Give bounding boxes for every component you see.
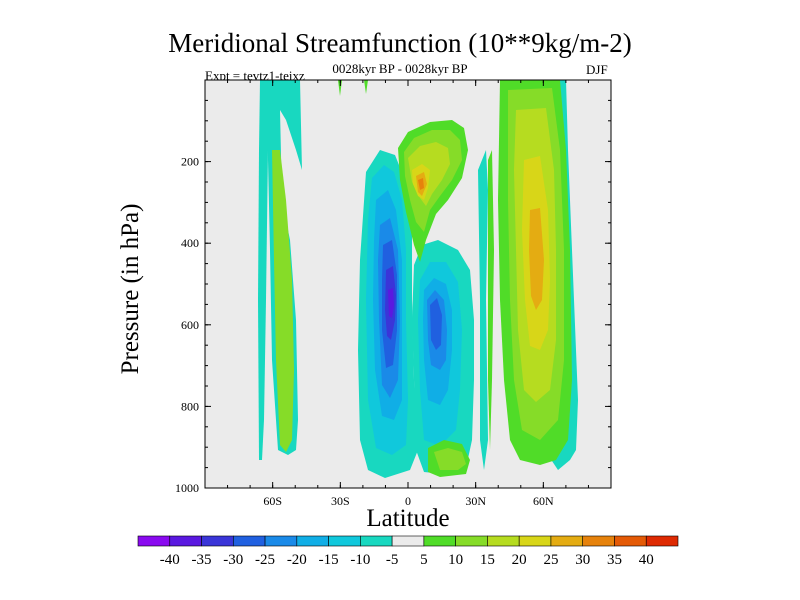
contour-streak-top — [338, 80, 342, 96]
x-tick-label: 60S — [263, 494, 282, 508]
contour-streak-top-2 — [364, 80, 368, 94]
y-tick-label: 200 — [181, 155, 199, 169]
chart-title: Meridional Streamfunction (10**9kg/m-2) — [168, 28, 632, 58]
colorbar-swatch — [201, 535, 234, 547]
y-tick-label: 400 — [181, 236, 199, 250]
colorbar-swatch — [645, 535, 679, 547]
colorbar-label: -35 — [192, 552, 212, 568]
colorbar-swatch — [391, 535, 425, 547]
y-axis-ticks: 200 400 600 800 1000 — [175, 99, 611, 495]
colorbar-label: 15 — [480, 552, 495, 568]
colorbar: -40 -35 -30 -25 -20 -15 -10 -5 5 10 15 20 25 30 35 40 — [137, 535, 679, 568]
y-tick-label: 800 — [181, 399, 199, 413]
colorbar-label: 30 — [575, 552, 590, 568]
colorbar-swatch — [232, 535, 266, 547]
colorbar-label: -25 — [255, 552, 275, 568]
colorbar-swatch — [614, 535, 647, 547]
y-axis-title: Pressure (in hPa) — [117, 204, 144, 375]
contour-streak-east — [488, 150, 494, 450]
colorbar-label: 20 — [512, 552, 527, 568]
contour-southern-cell-positive — [272, 150, 294, 452]
colorbar-swatch — [582, 535, 615, 547]
colorbar-label: 25 — [543, 552, 558, 568]
contour-lower-positive-l2 — [434, 448, 466, 470]
x-tick-label: 30S — [331, 494, 350, 508]
colorbar-swatch — [423, 535, 456, 547]
contour-upper-positive-l6 — [418, 178, 424, 190]
contour-secondary-negative-l5 — [430, 298, 442, 350]
colorbar-swatch — [455, 535, 488, 547]
colorbar-label: 5 — [420, 552, 428, 568]
x-tick-label: 60N — [533, 494, 554, 508]
y-tick-label: 1000 — [175, 481, 199, 495]
colorbar-label: -5 — [386, 552, 399, 568]
y-tick-label: 600 — [181, 318, 199, 332]
colorbar-label: -20 — [287, 552, 307, 568]
colorbar-swatch — [264, 535, 298, 547]
colorbar-label: -40 — [160, 552, 180, 568]
colorbar-swatch — [518, 535, 552, 547]
season-label: DJF — [586, 62, 608, 77]
contour-streak-west — [478, 150, 488, 470]
colorbar-swatch — [550, 535, 584, 547]
colorbar-label: -15 — [319, 552, 339, 568]
colorbar-swatch — [169, 535, 202, 547]
x-tick-label: 0 — [405, 494, 411, 508]
contour-main-negative-l7 — [388, 288, 394, 318]
contour-north-cell-l5 — [529, 208, 544, 310]
colorbar-label: -10 — [350, 552, 370, 568]
experiment-label: Expt = tevtz1-teixz — [205, 68, 305, 83]
colorbar-label: 10 — [448, 552, 463, 568]
colorbar-label: -30 — [223, 552, 243, 568]
x-tick-label: 30N — [465, 494, 486, 508]
contour-southern-band-outer — [258, 80, 268, 460]
x-axis-title: Latitude — [366, 505, 449, 532]
colorbar-swatch — [328, 535, 361, 547]
colorbar-label: 35 — [607, 552, 622, 568]
x-axis-ticks: 60S 30S 0 30N 60N — [227, 80, 589, 508]
colorbar-swatch — [487, 535, 520, 547]
colorbar-label: 40 — [639, 552, 654, 568]
colorbar-swatch — [296, 535, 329, 547]
chart-subtitle: 0028kyr BP - 0028kyr BP — [332, 61, 468, 76]
colorbar-swatch — [360, 535, 393, 547]
colorbar-swatch — [137, 535, 171, 547]
contour-fills — [258, 80, 578, 478]
